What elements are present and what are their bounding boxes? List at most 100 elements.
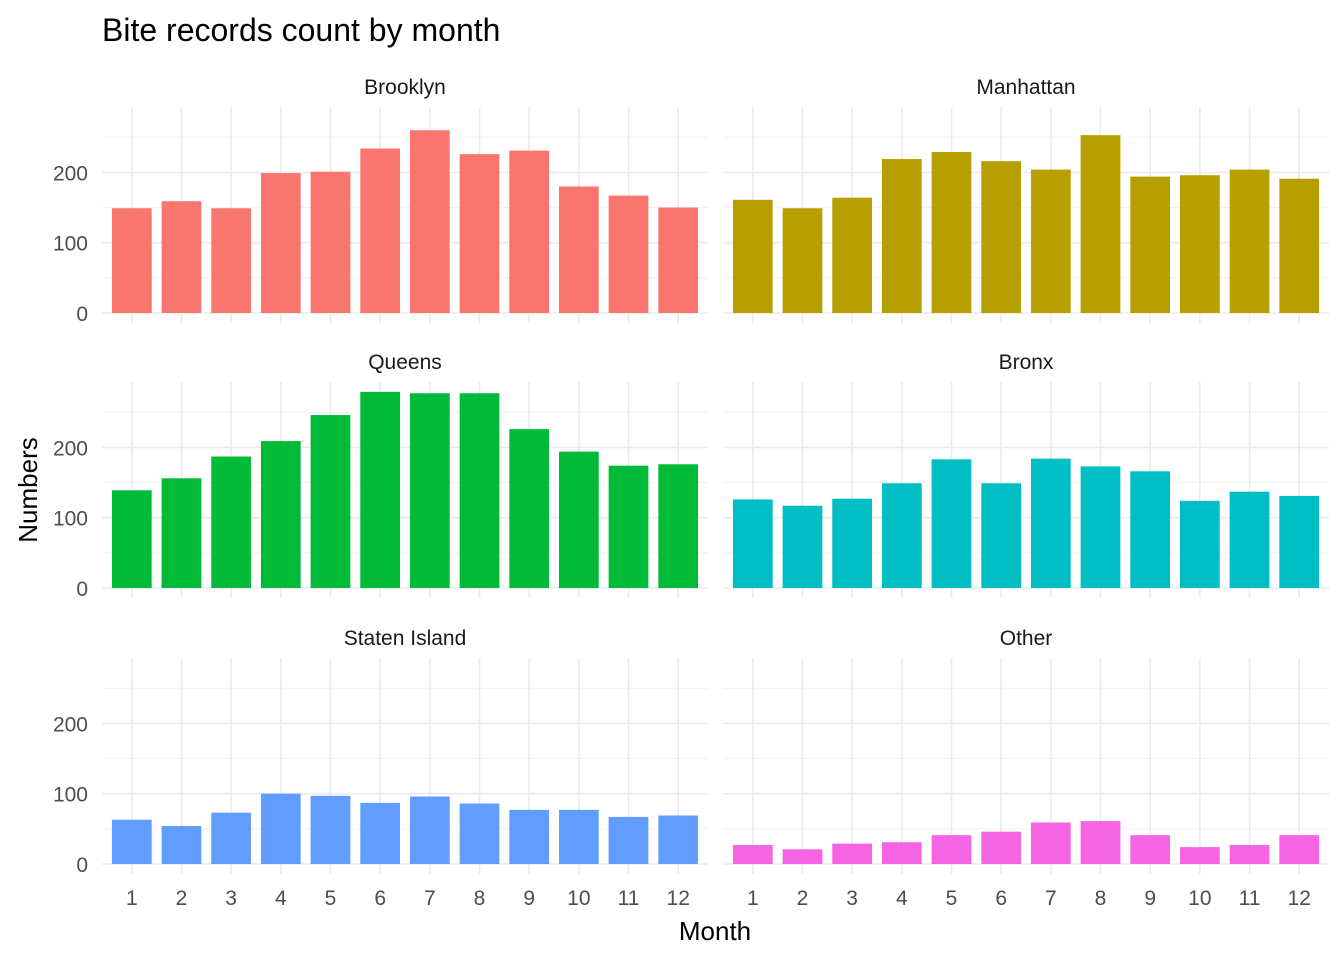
bar	[509, 150, 550, 313]
bar	[360, 391, 401, 588]
bar	[1179, 847, 1220, 864]
bar	[260, 441, 301, 588]
bar	[608, 465, 649, 588]
x-tick-label: 8	[1095, 887, 1107, 910]
y-tick-label: 0	[76, 578, 88, 601]
bar	[111, 208, 152, 313]
bar	[931, 835, 972, 864]
x-axis-label: Month	[679, 916, 751, 946]
panel-brooklyn: Brooklyn 0 100 200	[53, 76, 708, 326]
x-tick-label: 4	[896, 887, 908, 910]
bar	[732, 199, 773, 313]
bar	[459, 393, 500, 588]
facet-strip-label: Brooklyn	[364, 76, 446, 99]
bar	[1080, 466, 1121, 588]
bar	[1130, 835, 1171, 864]
x-tick-label: 10	[1188, 887, 1211, 910]
bar	[981, 831, 1022, 864]
x-tick-label: 12	[667, 887, 690, 910]
y-tick-label: 100	[53, 508, 88, 531]
x-tick-label: 12	[1288, 887, 1311, 910]
bar	[782, 849, 823, 864]
facet-strip-label: Bronx	[999, 351, 1054, 374]
x-tick-label: 2	[176, 887, 188, 910]
bar	[1229, 169, 1270, 313]
bar	[732, 845, 773, 864]
chart-title: Bite records count by month	[102, 12, 500, 48]
x-tick-label: 6	[995, 887, 1007, 910]
bar	[310, 171, 351, 313]
x-tick-label: 7	[424, 887, 436, 910]
bar	[558, 186, 599, 313]
bar	[981, 483, 1022, 588]
bar	[211, 812, 252, 864]
x-tick-label: 7	[1045, 887, 1057, 910]
y-tick-label: 200	[53, 713, 88, 736]
x-tick-label: 3	[846, 887, 858, 910]
x-tick-label: 5	[325, 887, 337, 910]
bar	[310, 415, 351, 588]
bar	[1130, 176, 1171, 313]
bar	[459, 803, 500, 864]
x-tick-label: 11	[618, 887, 640, 910]
x-tick-label: 6	[374, 887, 386, 910]
y-tick-label: 0	[76, 854, 88, 877]
bar	[360, 148, 401, 313]
bar	[1030, 822, 1071, 864]
bar	[1279, 835, 1320, 864]
y-axis-label: Numbers	[13, 437, 43, 542]
y-tick-label: 100	[53, 784, 88, 807]
y-tick-label: 200	[53, 437, 88, 460]
bar	[260, 793, 301, 864]
bar	[161, 826, 202, 864]
bar	[782, 208, 823, 313]
bar	[459, 154, 500, 313]
bar	[881, 159, 922, 313]
bar	[832, 843, 873, 864]
bar	[608, 195, 649, 313]
x-tick-label: 8	[474, 887, 486, 910]
bar	[1179, 500, 1220, 588]
facet-strip-label: Staten Island	[344, 627, 467, 650]
bar	[1130, 471, 1171, 588]
bar	[881, 483, 922, 588]
bar	[360, 802, 401, 864]
panel-manhattan: Manhattan	[723, 76, 1329, 323]
bar	[832, 498, 873, 588]
panel-bronx: Bronx	[723, 351, 1329, 598]
bar	[310, 795, 351, 864]
bar	[732, 499, 773, 588]
facet-strip-label: Other	[1000, 627, 1053, 650]
bar	[658, 815, 699, 864]
bar	[658, 207, 699, 313]
bar	[161, 478, 202, 588]
bar	[931, 459, 972, 588]
bar	[409, 130, 450, 313]
y-tick-label: 200	[53, 162, 88, 185]
bar	[1279, 495, 1320, 588]
x-tick-label: 10	[567, 887, 590, 910]
bar	[1080, 821, 1121, 864]
x-tick-label: 9	[1144, 887, 1156, 910]
facet-strip-label: Manhattan	[976, 76, 1075, 99]
bar	[409, 796, 450, 864]
bar	[509, 429, 550, 588]
bar	[608, 816, 649, 864]
x-tick-label: 1	[747, 887, 759, 910]
bar	[881, 842, 922, 864]
bar	[1229, 845, 1270, 864]
bar	[1229, 491, 1270, 588]
bar	[1279, 178, 1320, 313]
bar	[782, 505, 823, 588]
bar	[1080, 135, 1121, 313]
bar	[558, 809, 599, 864]
bar	[981, 161, 1022, 313]
bar	[1030, 458, 1071, 588]
bar	[260, 173, 301, 313]
bar	[509, 809, 550, 864]
bar	[111, 819, 152, 864]
bar	[1179, 175, 1220, 313]
